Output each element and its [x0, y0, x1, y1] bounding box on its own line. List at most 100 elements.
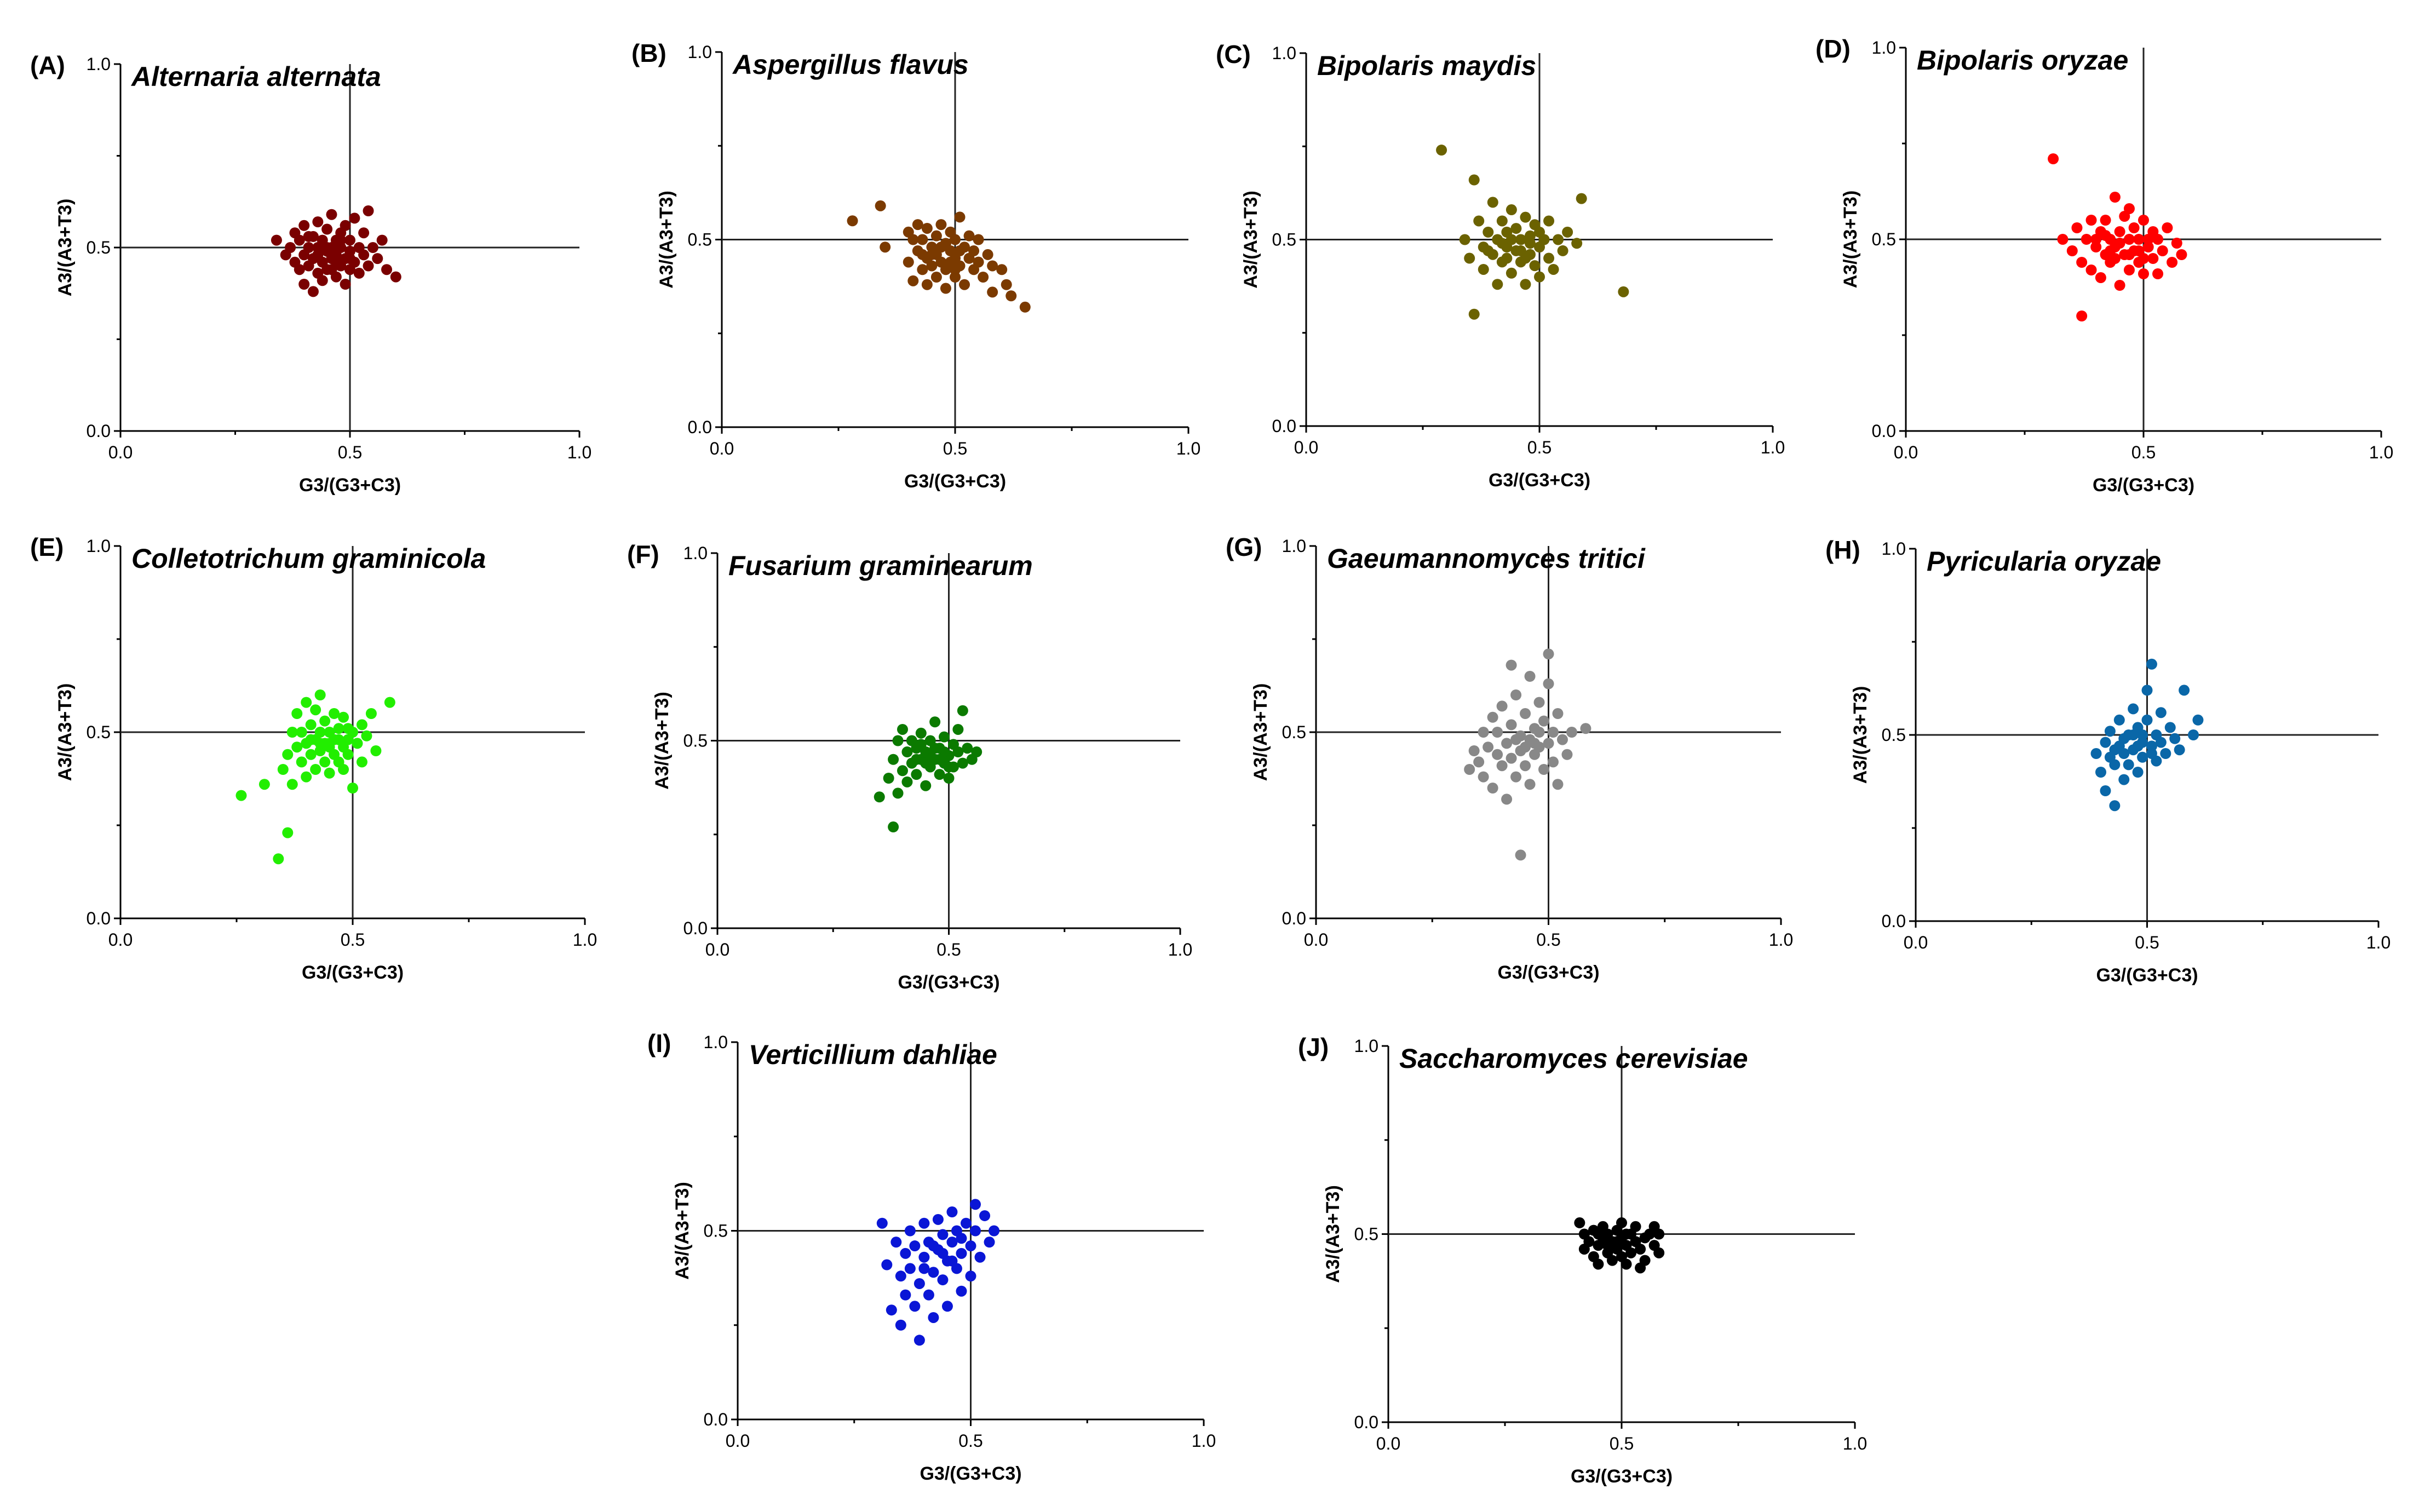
y-axis-label: A3/(A3+T3) — [55, 683, 76, 781]
data-point — [1547, 756, 1559, 768]
data-point — [2133, 234, 2145, 245]
data-point — [921, 222, 933, 234]
data-point — [2138, 215, 2149, 226]
data-point — [1506, 204, 1517, 216]
panel-label: (G) — [1226, 533, 1262, 561]
y-axis-label: A3/(A3+T3) — [652, 692, 673, 790]
data-point — [1583, 1236, 1595, 1247]
data-point — [946, 1237, 958, 1248]
data-point — [2066, 245, 2078, 256]
data-point — [890, 1237, 902, 1248]
data-point — [895, 1319, 906, 1331]
data-point — [319, 715, 331, 727]
data-point — [296, 756, 307, 768]
x-axis-label: G3/(G3+C3) — [2093, 475, 2194, 496]
data-point — [324, 738, 335, 749]
data-point — [1562, 226, 1573, 238]
data-point — [344, 253, 355, 265]
data-point — [291, 708, 303, 719]
data-point — [900, 1289, 911, 1301]
data-point — [915, 727, 927, 739]
data-point — [1653, 1228, 1665, 1240]
data-point — [1571, 238, 1583, 249]
data-point — [940, 283, 951, 294]
x-tick-label: 1.0 — [567, 442, 591, 462]
data-point — [1501, 794, 1513, 805]
x-tick-label: 0.5 — [1610, 1434, 1634, 1453]
data-point — [2076, 257, 2088, 268]
x-tick-label: 0.0 — [1376, 1434, 1400, 1453]
data-point — [2142, 234, 2154, 245]
data-point — [2114, 280, 2125, 291]
y-axis-label: A3/(A3+T3) — [1850, 686, 1871, 784]
data-point — [917, 264, 928, 275]
data-point — [326, 264, 337, 275]
data-point — [2132, 740, 2144, 752]
data-point — [897, 765, 908, 777]
data-point — [370, 745, 382, 756]
data-point — [2128, 729, 2139, 740]
data-point — [1547, 727, 1559, 738]
data-point — [978, 272, 989, 283]
data-point — [901, 746, 913, 758]
data-point — [1464, 764, 1475, 775]
data-point — [1506, 719, 1517, 731]
data-point — [2109, 744, 2121, 756]
data-point — [358, 249, 370, 261]
y-tick-label: 1.0 — [683, 543, 708, 563]
data-point — [911, 754, 922, 765]
y-axis-label: A3/(A3+T3) — [55, 199, 76, 297]
data-point — [888, 754, 899, 765]
data-point — [880, 242, 891, 253]
data-point — [921, 279, 933, 290]
data-point — [2104, 726, 2116, 737]
data-point — [2171, 238, 2182, 249]
data-point — [2152, 234, 2164, 245]
data-point — [984, 1237, 995, 1248]
data-point — [2109, 800, 2121, 812]
data-point — [935, 219, 947, 231]
data-point — [928, 1267, 939, 1278]
data-point — [1635, 1243, 1646, 1255]
data-point — [2100, 785, 2111, 796]
x-axis-label: G3/(G3+C3) — [1571, 1466, 1673, 1487]
data-point — [372, 253, 383, 265]
data-point — [1543, 252, 1555, 264]
y-tick-label: 1.0 — [87, 536, 111, 556]
data-point — [2090, 242, 2102, 252]
data-point — [2109, 253, 2121, 264]
data-point — [2167, 257, 2178, 268]
data-point — [952, 723, 964, 735]
scatter-panel-g: 0.0 0.5 1.0 0.0 0.5 1.0 (G) Gaeumannomyces trit… — [1226, 533, 1793, 983]
data-point — [2146, 748, 2157, 759]
data-point — [959, 279, 970, 290]
data-point — [954, 245, 966, 257]
species-title: Gaeumannomyces tritici — [1327, 543, 1646, 574]
data-point — [1520, 252, 1531, 264]
data-point — [1529, 260, 1541, 272]
data-point — [979, 1210, 991, 1221]
data-point — [1556, 734, 1568, 745]
data-point — [883, 773, 894, 784]
x-axis-label: G3/(G3+C3) — [2096, 965, 2198, 986]
data-point — [1506, 659, 1517, 671]
data-point — [312, 216, 324, 228]
data-point — [876, 1217, 888, 1229]
y-tick-label: 0.0 — [87, 421, 111, 441]
data-point — [934, 754, 945, 765]
y-axis-label: A3/(A3+T3) — [672, 1182, 693, 1280]
data-point — [943, 761, 955, 773]
x-tick-label: 1.0 — [1761, 438, 1785, 457]
data-point — [874, 791, 885, 803]
data-point — [2179, 685, 2190, 696]
scatter-panel-a: 0.0 0.5 1.0 0.0 0.5 1.0 (A) Alternaria alternat… — [30, 51, 591, 496]
y-tick-label: 0.5 — [1354, 1224, 1378, 1244]
data-point — [352, 738, 363, 749]
data-point — [1506, 267, 1517, 279]
data-point — [310, 704, 321, 716]
x-tick-label: 1.0 — [1192, 1431, 1216, 1451]
x-tick-label: 0.5 — [2131, 442, 2156, 462]
data-point — [1533, 727, 1545, 738]
x-tick-label: 0.5 — [1527, 438, 1552, 457]
data-point — [1574, 1217, 1585, 1228]
